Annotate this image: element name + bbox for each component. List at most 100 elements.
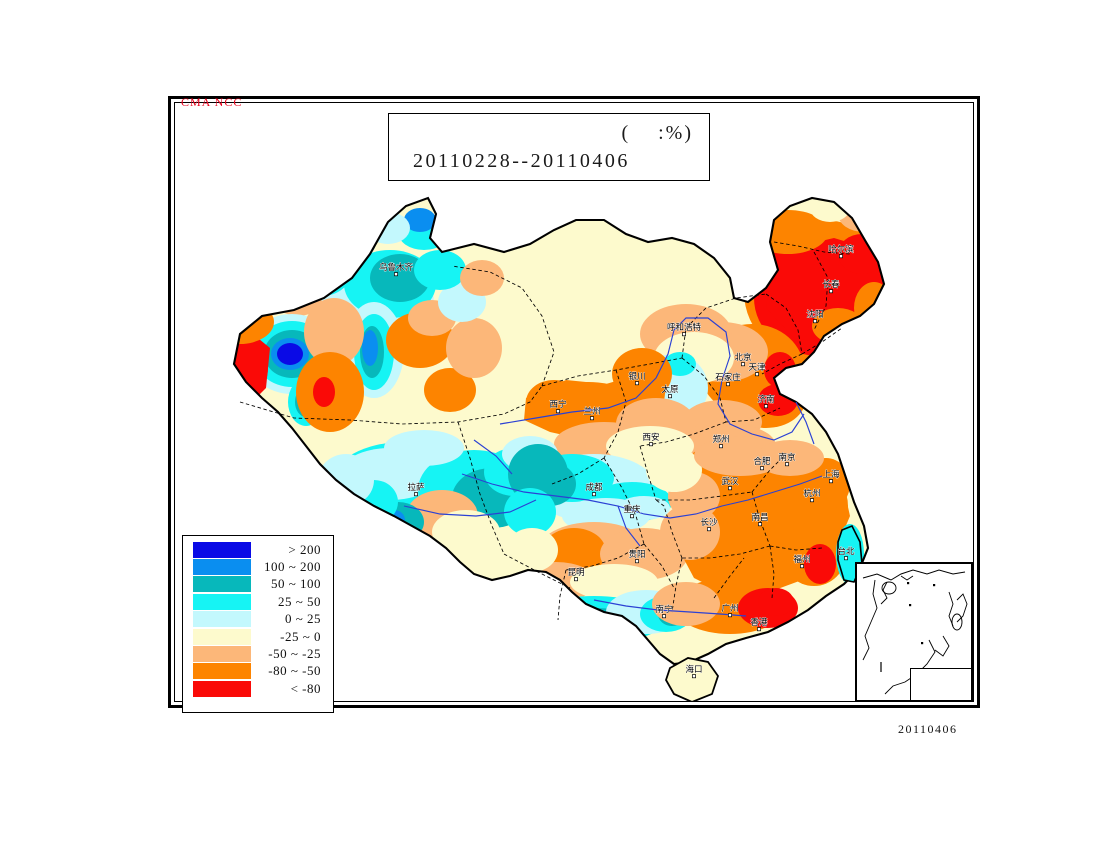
city-label: 西宁 — [549, 399, 566, 410]
city-label: 长沙 — [700, 517, 718, 528]
legend-label: < -80 — [290, 680, 321, 696]
city-marker: 乌鲁木齐 — [379, 262, 414, 277]
city-marker: 南昌 — [751, 512, 769, 527]
city-marker: 济南 — [757, 394, 775, 409]
city-label: 济南 — [757, 394, 774, 405]
city-marker: 贵阳 — [628, 549, 646, 564]
legend-swatch — [193, 559, 251, 576]
city-dot — [758, 522, 762, 527]
city-dot — [800, 564, 804, 569]
city-marker: 银川 — [628, 371, 646, 386]
city-dot — [662, 614, 666, 619]
inset-sub-box — [910, 668, 971, 700]
city-marker: 太原 — [661, 384, 679, 399]
legend-label: 0 ~ 25 — [284, 611, 321, 627]
legend-label: 100 ~ 200 — [263, 559, 321, 575]
city-dot — [630, 514, 634, 519]
city-marker: 哈尔滨 — [828, 244, 855, 259]
city-dot — [719, 444, 723, 449]
city-label: 南昌 — [751, 512, 768, 523]
city-label: 呼和浩特 — [667, 322, 702, 333]
city-marker: 福州 — [793, 554, 811, 569]
legend-label: 50 ~ 100 — [270, 576, 321, 592]
city-dot — [829, 479, 833, 484]
legend-row: 0 ~ 25 — [189, 611, 327, 628]
city-label: 贵阳 — [628, 549, 645, 560]
legend-swatch — [193, 611, 251, 628]
china-national-boundary — [232, 196, 886, 666]
city-marker: 南京 — [778, 452, 796, 467]
city-label: 天津 — [748, 362, 766, 373]
city-label: 西安 — [642, 432, 659, 443]
city-label: 拉萨 — [407, 482, 425, 493]
legend-row: < -80 — [189, 680, 327, 697]
city-marker: 天津 — [748, 362, 766, 377]
city-dot — [728, 486, 732, 491]
city-label: 成都 — [585, 482, 603, 493]
city-dot — [574, 577, 578, 582]
city-label: 杭州 — [803, 488, 820, 499]
city-marker: 上海 — [822, 469, 840, 484]
city-dot — [635, 559, 639, 564]
city-marker: 香港 — [750, 617, 768, 632]
legend-row: 100 ~ 200 — [189, 558, 327, 576]
city-label: 石家庄 — [715, 372, 741, 383]
title-box: ( :%) 20110228--20110406 — [388, 113, 710, 181]
legend-box: > 200 100 ~ 200 50 ~ 100 25 ~ 50 0 ~ 25 -25 ~… — [182, 535, 334, 713]
city-dot — [590, 416, 594, 421]
city-label: 南京 — [778, 452, 795, 463]
legend-swatch — [193, 680, 251, 697]
rivers — [403, 317, 823, 617]
city-marker: 成都 — [585, 482, 603, 497]
city-dot — [741, 362, 745, 367]
city-label: 广州 — [721, 603, 738, 614]
city-dot — [839, 254, 843, 259]
footer-date: 20110406 — [898, 722, 958, 736]
city-label: 台北 — [837, 546, 855, 557]
city-marker: 昆明 — [567, 568, 585, 582]
city-label: 南宁 — [655, 604, 672, 615]
province-boundaries — [239, 241, 851, 621]
city-marker: 长春 — [822, 279, 840, 294]
city-dot — [829, 289, 833, 294]
legend-label: -25 ~ 0 — [280, 628, 321, 644]
legend-label: -50 ~ -25 — [268, 646, 321, 662]
city-label: 长春 — [822, 279, 840, 290]
legend-row: > 200 — [189, 541, 327, 558]
city-label: 银川 — [628, 371, 645, 382]
city-marker: 拉萨 — [407, 482, 425, 497]
city-dot — [728, 613, 732, 618]
city-label: 郑州 — [712, 434, 729, 445]
city-label: 兰州 — [583, 406, 600, 417]
city-dot — [649, 442, 653, 447]
legend-label: -80 ~ -50 — [268, 663, 321, 679]
city-marker: 郑州 — [712, 434, 730, 449]
city-marker: 重庆 — [623, 504, 641, 519]
city-dot — [760, 466, 764, 471]
legend-swatch — [193, 663, 251, 680]
city-dot — [394, 272, 398, 277]
city-label: 沈阳 — [806, 309, 823, 320]
city-label: 乌鲁木齐 — [379, 262, 414, 273]
city-label: 北京 — [734, 352, 751, 363]
city-marker: 杭州 — [803, 488, 821, 503]
city-marker: 合肥 — [753, 456, 771, 471]
map-area: 乌鲁木齐拉萨 西宁兰州 银川 呼和浩特太原 石家庄 北京 天津 哈尔滨长春沈阳济南西安 郑州合肥… — [174, 102, 974, 702]
hainan-outline — [665, 657, 719, 702]
city-dot — [810, 498, 814, 503]
city-dot — [757, 627, 761, 632]
city-dot — [813, 319, 817, 324]
city-dot — [668, 394, 672, 399]
city-dot — [556, 409, 560, 414]
legend-row: 25 ~ 50 — [189, 593, 327, 610]
legend-label: 25 ~ 50 — [277, 593, 321, 609]
legend-row: -25 ~ 0 — [189, 628, 327, 645]
legend-row: 50 ~ 100 — [189, 576, 327, 593]
city-marker: 西安 — [642, 432, 660, 447]
city-label: 重庆 — [623, 504, 641, 515]
city-marker: 兰州 — [583, 406, 601, 421]
city-dot — [707, 527, 711, 532]
legend-swatch — [193, 576, 251, 593]
city-marker: 西宁 — [549, 399, 567, 414]
legend-swatch — [193, 593, 251, 610]
